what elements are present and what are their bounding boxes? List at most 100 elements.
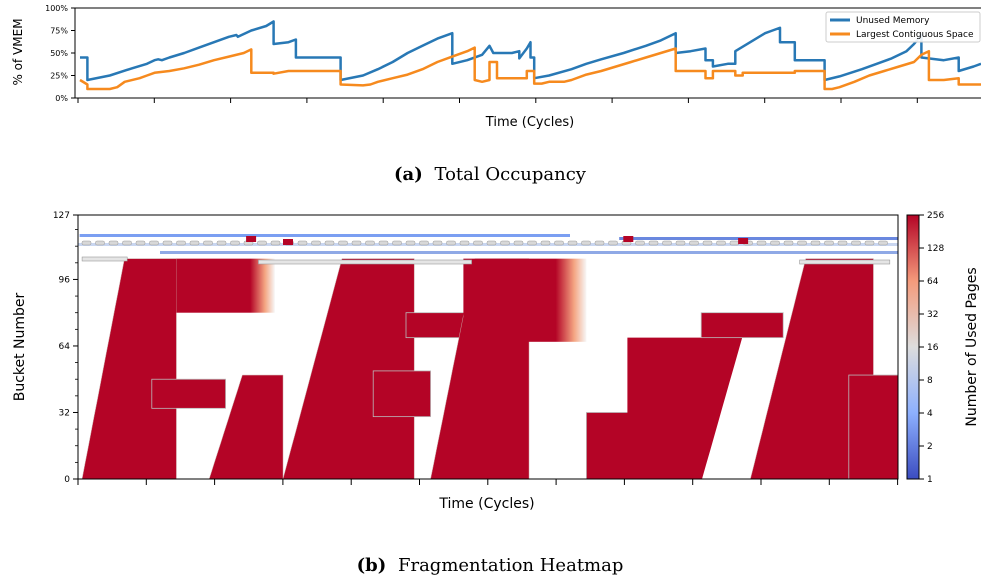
occupancy-chart: % of VMEM 0%25%50%75%100% Time (Cycles) … [11,4,981,130]
colorbar-tick-label: 16 [927,343,939,353]
heatmap-region-10 [627,337,743,479]
caption-b: (b) Fragmentation Heatmap [357,555,624,576]
heatmap-top-cell [378,240,389,246]
occupancy-lines [79,20,981,91]
heatmap-top-cell [135,240,146,246]
heatmap-top-cell [675,240,686,246]
heatmap-top-cell [689,240,699,246]
heatmap-top-cell [216,240,227,246]
heatmap-top-cell [473,240,483,246]
heatmap-region-1 [176,258,275,313]
heatmap-top-cell [351,240,362,246]
heatmap-top-strip-0 [79,234,570,237]
heatmap-top-spot-3 [738,238,749,244]
heatmap-region-11 [700,312,784,339]
legend-label-unused-memory: Unused Memory [856,16,930,26]
heatmap-top-cell [770,240,780,246]
occupancy-y-axis-label: % of VMEM [11,18,25,85]
heatmap-top-cell [851,240,861,246]
heatmap-top-cell [405,240,416,246]
heatmap-top-cell [486,240,497,246]
legend-label-largest-contiguous-space: Largest Contiguous Space [856,30,974,40]
heatmap-grey-bar-1 [799,259,891,265]
heatmap-top-cell [392,240,402,246]
colorbar-tick-label: 2 [927,442,933,452]
heatmap-top-spot-1 [283,239,293,245]
colorbar-tick-label: 4 [927,409,933,419]
heatmap-top-cell [783,240,794,246]
heatmap-top-cell [338,240,348,246]
caption-b-text: Fragmentation Heatmap [398,555,623,576]
heatmap-top-cell [824,240,834,246]
heatmap-region-0 [81,258,177,479]
colorbar-tick-label: 1 [927,475,933,485]
heatmap-top-cell [810,240,821,246]
heatmap-top-cell [878,240,888,246]
heatmap-top-cell [837,240,848,246]
heatmap-top-cell [729,240,740,246]
heatmap-top-cell [270,240,281,246]
heatmap-top-cell [527,240,537,246]
heatmap-y-ticks: 0 32 64 96 127 [53,211,78,485]
heatmap-y-tick-label: 32 [59,408,70,418]
heatmap-top-strip-2 [160,251,898,254]
heatmap-regions [81,258,898,479]
heatmap-top-cell [176,240,186,246]
heatmap-region-13 [848,374,898,479]
heatmap-top-cell [446,240,456,246]
heatmap-region-8 [463,258,587,342]
occupancy-y-ticks: 0% 25% 50% 75% 100% [45,4,75,103]
occupancy-y-tick-label: 25% [50,72,68,81]
heatmap-top-rows [78,234,898,265]
heatmap-top-cell [162,240,173,246]
heatmap-top-cell [203,240,213,246]
heatmap-top-strip-3 [619,237,898,240]
heatmap-y-tick-label: 0 [64,475,70,485]
colorbar: 1 2 4 8 16 32 64 128 256 Number of Used Pages [906,211,980,485]
heatmap-top-cell [797,240,807,246]
heatmap-region-12 [750,258,874,479]
heatmap-top-cell [756,240,767,246]
series-line-largest-contiguous-space [79,46,981,91]
heatmap-top-cell [257,240,267,246]
heatmap-region-2 [151,378,227,409]
heatmap-y-axis-label: Bucket Number [12,292,28,401]
heatmap-top-cell [648,240,659,246]
colorbar-tick-label: 64 [927,277,939,287]
heatmap-top-cell [324,240,335,246]
heatmap-top-cell [432,240,443,246]
heatmap-top-spot-2 [623,236,634,242]
occupancy-y-tick-label: 50% [50,49,68,58]
heatmap-top-spot-0 [246,236,257,242]
heatmap-x-axis-label: Time (Cycles) [438,496,534,512]
colorbar-tick-label: 8 [927,376,933,386]
heatmap-top-cell [554,240,564,246]
heatmap-top-cell [81,240,92,246]
heatmap-x-ticks [77,479,899,485]
occupancy-y-tick-label: 100% [45,4,68,13]
heatmap-top-cell [230,240,240,246]
heatmap-y-tick-label: 127 [53,211,70,221]
heatmap-top-cell [608,240,618,246]
heatmap-top-cell [864,240,875,246]
heatmap-top-cell [662,240,672,246]
heatmap-grey-bar-0 [258,259,472,265]
colorbar-ticks: 1 2 4 8 16 32 64 128 256 [919,211,944,485]
legend-box [825,11,981,43]
colorbar-tick-label: 32 [927,310,938,320]
heatmap-region-5 [372,370,432,418]
colorbar-label: Number of Used Pages [964,267,980,426]
fragmentation-heatmap: 0 32 64 96 127 Bucket Number Time (Cycles) 1… [12,211,980,512]
heatmap-top-cell [594,240,605,246]
heatmap-top-cell [702,240,713,246]
heatmap-top-cell [95,240,105,246]
heatmap-top-cell [635,240,645,246]
caption-a: (a) Total Occupancy [394,164,587,185]
series-line-unused-memory [80,20,981,82]
caption-a-text: Total Occupancy [434,164,586,185]
heatmap-top-cell [122,240,132,246]
heatmap-y-tick-label: 96 [59,275,71,285]
heatmap-region-3 [208,374,284,479]
occupancy-legend: Unused Memory Largest Contiguous Space [825,11,981,43]
caption-b-tag: (b) [357,555,387,576]
